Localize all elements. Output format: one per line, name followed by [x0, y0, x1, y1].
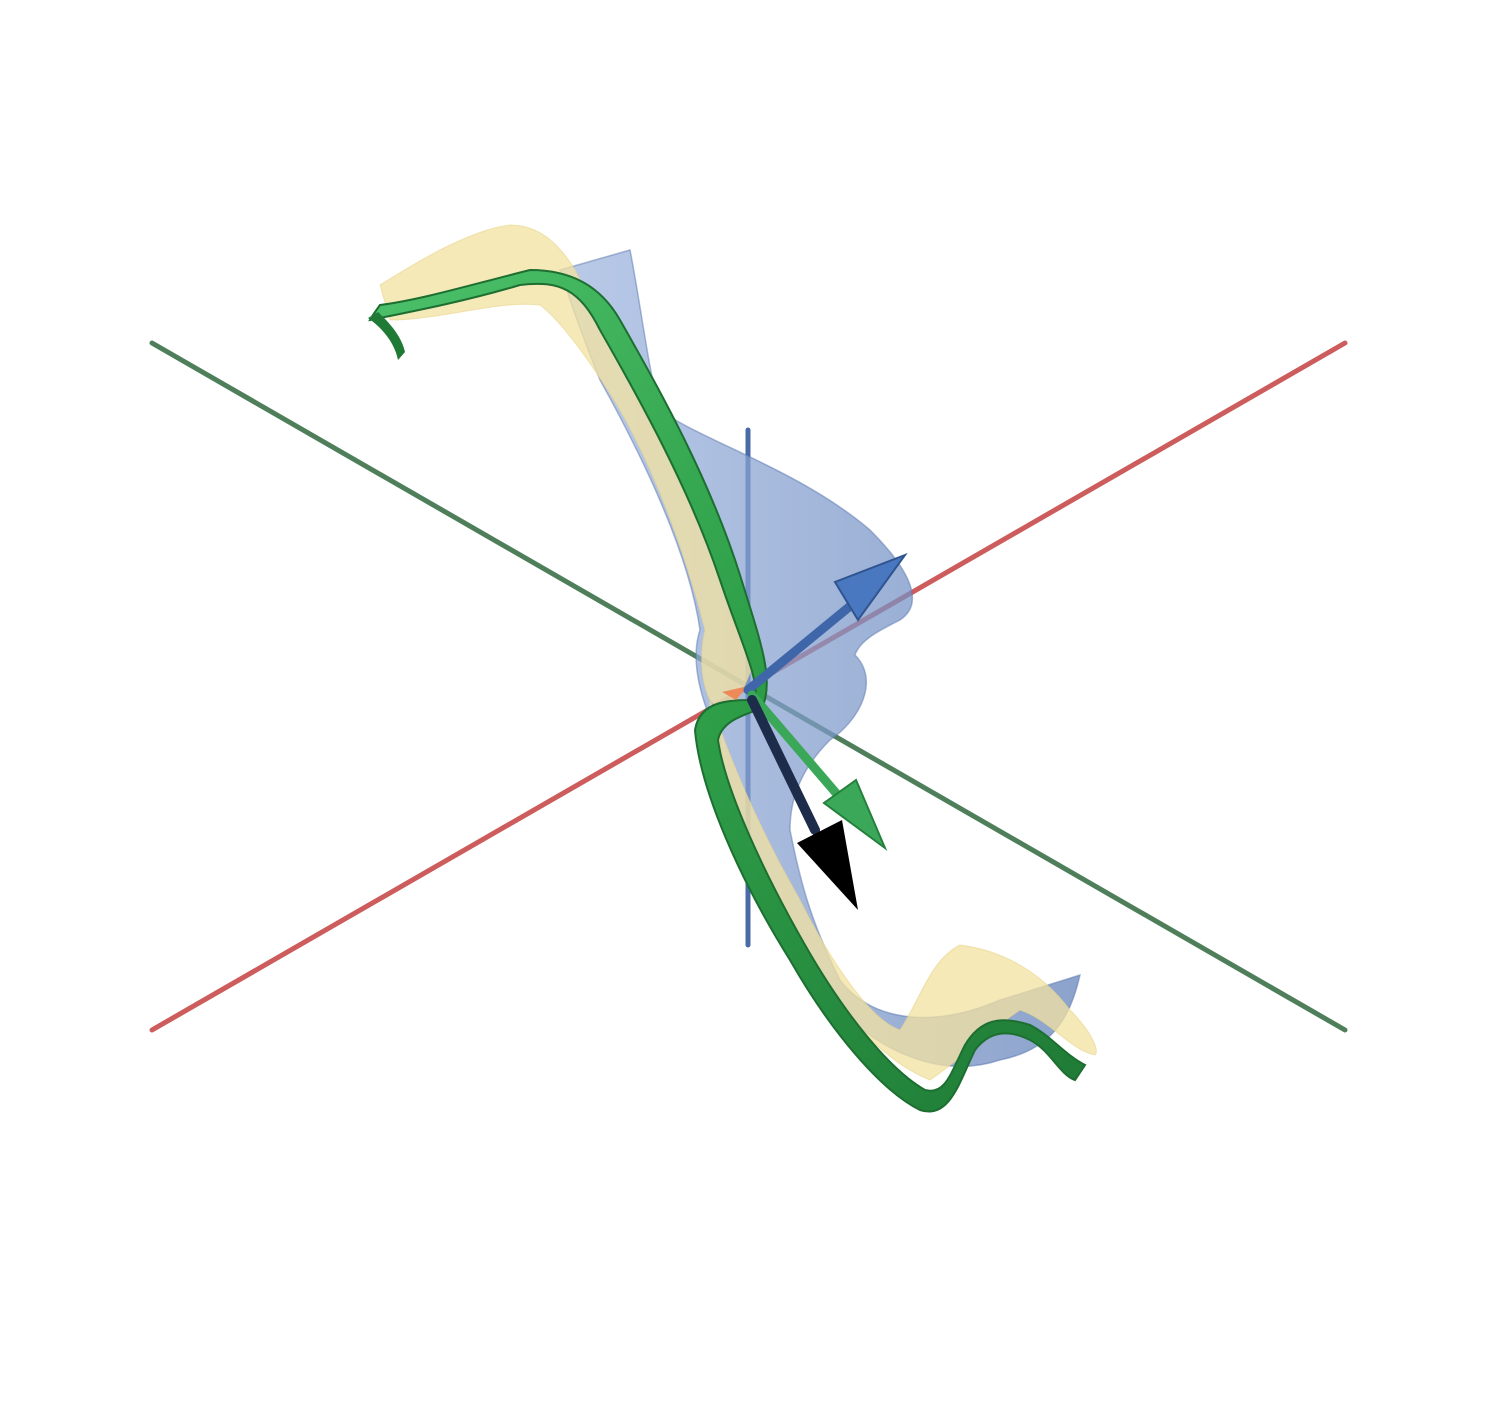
space-curve-tube: [368, 268, 1087, 1113]
origin-marker: [722, 686, 748, 700]
tangent-vector-shaft: [747, 690, 847, 805]
tangent-vector-head: [822, 778, 888, 851]
normal-vector-shaft: [747, 695, 820, 835]
normal-vector-head: [797, 820, 858, 910]
tube-end-cap-top: [368, 312, 405, 360]
binormal-vector-shaft: [743, 593, 865, 695]
binormal-vector-head: [833, 552, 908, 622]
